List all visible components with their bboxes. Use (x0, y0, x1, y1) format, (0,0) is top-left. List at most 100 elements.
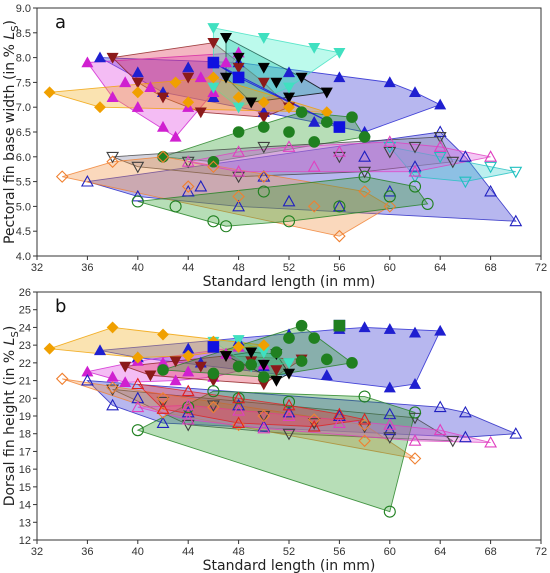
panel-b-x-tick-label-0: 32 (31, 546, 43, 558)
panel-b-series-11-point-3 (207, 400, 220, 414)
panel-b-series-11-point-6 (358, 418, 371, 432)
panel-a-series-13-point-3 (332, 145, 346, 157)
panel-a-series-5-point-9 (182, 96, 195, 109)
panel-a-series-1-point-0 (81, 56, 94, 68)
panel-a-hulls (49, 27, 517, 237)
panel-b-y-tick-label-6: 18 (19, 429, 31, 441)
panel-b-series-6-point-8 (320, 353, 333, 366)
panel-a-x-tick-label-3: 44 (182, 262, 194, 274)
panel-b-x-tick-label-8: 64 (434, 546, 446, 558)
panel-a-series-11-point-9 (232, 190, 245, 203)
panel-a-series-5-point-3 (169, 76, 182, 89)
panel-a-series-5-point-5 (232, 91, 245, 104)
panel-a-series-11-point-3 (207, 160, 220, 173)
panel-b-series-13-point-0 (131, 400, 145, 413)
panel-a-series-7-point-2 (333, 121, 346, 133)
panel-a-x-tick-label-10: 72 (535, 262, 547, 274)
panel-b-series-1-point-9 (119, 376, 132, 388)
panel-b-series-13-point-9 (257, 421, 271, 434)
panel-a-x-tick-label-8: 64 (434, 262, 446, 274)
panel-b-series-3-point-4 (282, 368, 296, 380)
panel-a-series-2-point-6 (257, 77, 270, 89)
panel-b-series-0-point-6 (358, 321, 371, 333)
panel-a-points (43, 23, 523, 243)
panel-b-y-tick-label-2: 14 (19, 500, 31, 512)
panel-a-x-ticks: 32 36 40 44 48 52 56 60 64 68 72 (31, 256, 547, 274)
panel-a-series-3-point-4 (295, 72, 308, 84)
panel-b-series-6-point-4 (270, 346, 283, 359)
panel-a-y-tick-label-7: 7.5 (16, 77, 31, 89)
panel-b-series-10-point-3 (257, 411, 271, 423)
panel-a-x-tick-label-0: 32 (31, 262, 43, 274)
panel-a-series-11-point-2 (156, 150, 170, 164)
panel-b-series-12-point-4 (282, 395, 296, 408)
panel-a-series-9-point-6 (408, 141, 422, 154)
panel-b-series-6-point-0 (157, 364, 169, 376)
panel-b-series-6-point-3 (257, 371, 270, 383)
panel-a-series-8-point-11 (408, 160, 422, 172)
panel-b-series-11-point-4 (257, 409, 271, 423)
panel-a-series-13-hull (188, 141, 491, 173)
panel-b-y-tick-label-7: 19 (19, 411, 31, 423)
panel-b-series-9-point-12 (257, 419, 271, 432)
panel-b-series-9-point-13 (156, 416, 170, 429)
panel-b-series-9-point-7 (433, 400, 447, 413)
panel-b-series-11-point-5 (307, 413, 321, 426)
panel-b-series-5-point-1 (106, 321, 119, 334)
panel-a-series-0-point-1 (131, 66, 144, 78)
panel-b-series-14-point-3 (282, 398, 296, 411)
panel-a-series-2-point-0 (106, 52, 119, 64)
panel-a-series-11-point-0 (55, 170, 69, 183)
panel-b-series-5-point-6 (182, 349, 195, 362)
panel-b-letter: b (55, 296, 66, 317)
panel-a-series-5-point-0 (43, 86, 56, 99)
panel-b-series-13-hull (137, 404, 491, 444)
panel-b-series-0-point-11 (383, 381, 396, 393)
panel-a-series-2-point-1 (131, 77, 144, 89)
panel-b-x-tick-label-4: 48 (232, 546, 244, 558)
panel-a-series-0-point-4 (282, 66, 296, 78)
panel-a-series-10-point-2 (484, 161, 498, 174)
panel-b-series-1-point-10 (169, 374, 182, 386)
panel-a-series-8-point-7 (433, 125, 447, 137)
panel-a-series-13-point-6 (484, 150, 498, 162)
panel-b-series-14-point-6 (307, 419, 321, 432)
panel-a-series-6-point-6 (320, 116, 333, 128)
panel-a-x-tick-label-5: 52 (283, 262, 295, 274)
panel-b-y-tick-label-12: 24 (19, 322, 31, 334)
panel-a-series-10-point-3 (509, 166, 523, 179)
panel-b-series-13-point-1 (181, 398, 195, 411)
panel-a-series-10-point-0 (383, 141, 397, 154)
panel-a-series-11-point-5 (307, 200, 321, 213)
panel-b-x-tick-label-9: 68 (484, 546, 496, 558)
panel-a-series-3-point-7 (245, 97, 258, 109)
panel-a-series-1-point-7 (219, 56, 233, 68)
panel-a-series-8-point-14 (194, 179, 208, 192)
panel-a-y-tick-label-9: 8.5 (16, 28, 31, 40)
panel-b-series-3-point-0 (219, 351, 233, 362)
panel-b-series-11-point-9 (232, 418, 245, 432)
panel-a-series-5-point-4 (207, 71, 220, 84)
panel-b-series-5-point-2 (157, 328, 169, 341)
panel-b-series-12-point-2 (207, 385, 220, 398)
panel-b-series-6-point-2 (232, 360, 245, 373)
panel-a-series-12-point-9 (358, 170, 371, 183)
panel-b-y-tick-label-5: 17 (19, 446, 31, 458)
panel-b-y-tick-label-4: 16 (19, 464, 31, 476)
panel-a-series-12-point-0 (131, 195, 144, 208)
panel-b-series-13-point-2 (232, 404, 246, 416)
panel-a-series-9-point-4 (332, 151, 346, 164)
panel-a-y-axis-label-end: ) (2, 20, 18, 25)
panel-b-series-2-point-0 (119, 361, 132, 373)
panel-a-series-11-point-1 (106, 155, 119, 169)
panel-a-series-11-point-6 (333, 229, 346, 243)
panel-a-series-5-point-6 (257, 96, 270, 109)
panel-a-series-2-point-3 (182, 72, 195, 84)
panel-a-series-3-point-8 (219, 72, 233, 84)
panel-a-series-12-point-6 (383, 190, 396, 203)
panel-b-series-13-point-8 (408, 434, 422, 446)
panel-b-y-tick-label-9: 21 (19, 376, 31, 388)
panel-a-series-4-point-4 (282, 82, 296, 94)
panel-b-series-4-point-1 (232, 335, 245, 346)
panel-b-series-0-point-7 (383, 323, 396, 334)
